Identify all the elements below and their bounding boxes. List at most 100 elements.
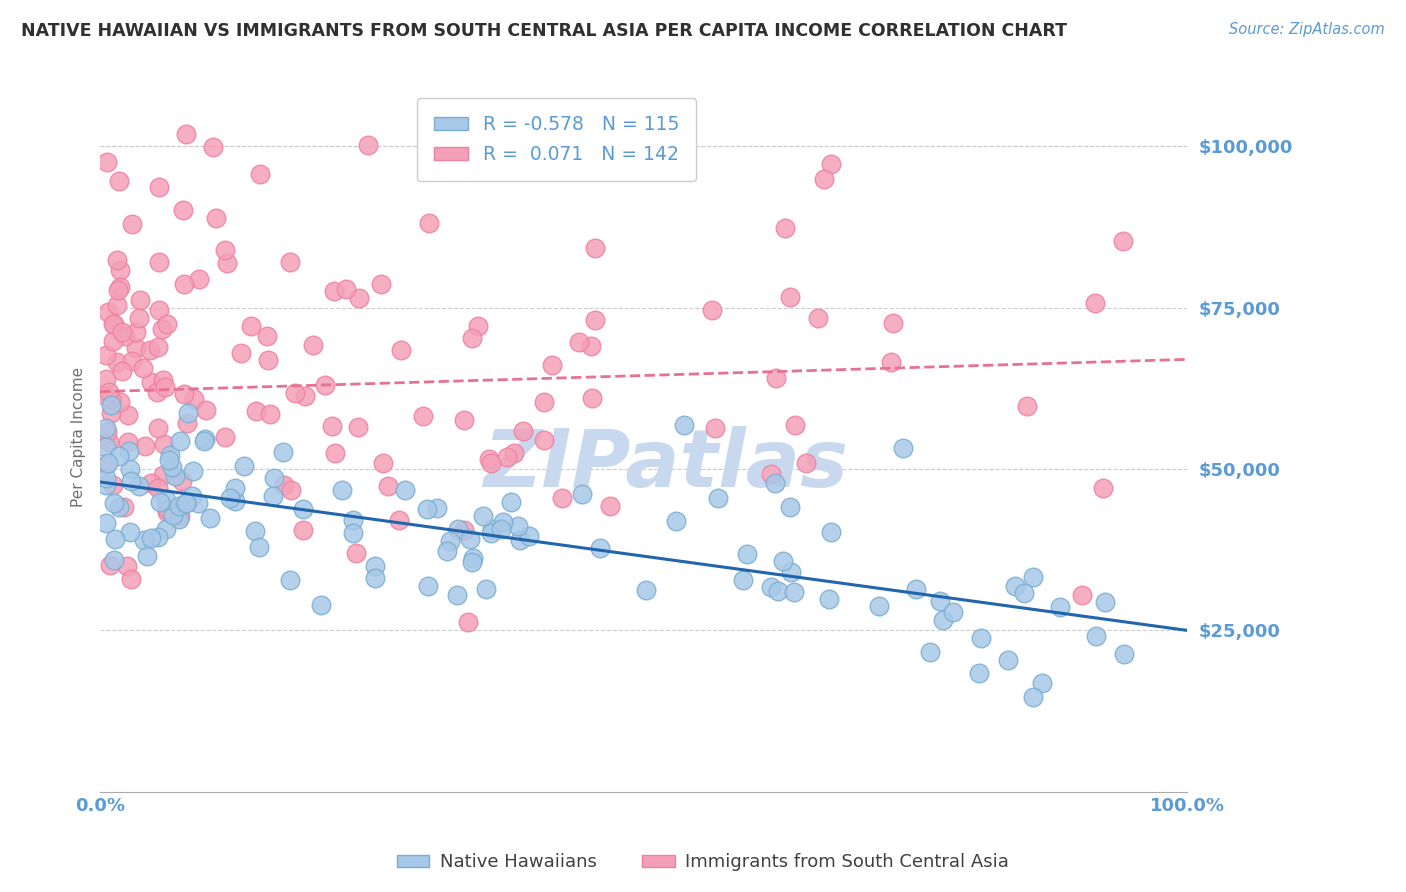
Point	[759, 580, 782, 594]
Point	[322, 284, 344, 298]
Point	[969, 665, 991, 680]
Point	[96, 425, 118, 439]
Point	[929, 594, 952, 608]
Point	[291, 523, 314, 537]
Point	[496, 450, 519, 464]
Point	[152, 468, 174, 483]
Point	[103, 334, 125, 349]
Point	[571, 487, 593, 501]
Point	[148, 179, 170, 194]
Point	[321, 418, 343, 433]
Point	[94, 458, 117, 472]
Point	[229, 346, 252, 360]
Point	[233, 458, 256, 473]
Point	[108, 280, 131, 294]
Point	[1015, 399, 1038, 413]
Point	[128, 293, 150, 308]
Point	[155, 380, 177, 394]
Point	[942, 605, 965, 619]
Point	[439, 533, 461, 548]
Point	[120, 525, 142, 540]
Point	[169, 499, 191, 513]
Point	[765, 371, 787, 385]
Point	[568, 334, 591, 349]
Point	[141, 376, 163, 390]
Point	[759, 467, 782, 481]
Point	[94, 389, 117, 403]
Point	[271, 445, 294, 459]
Point	[169, 434, 191, 448]
Point	[280, 483, 302, 497]
Point	[108, 263, 131, 277]
Point	[506, 519, 529, 533]
Point	[551, 491, 574, 505]
Point	[107, 173, 129, 187]
Point	[426, 500, 449, 515]
Point	[214, 243, 236, 257]
Point	[118, 444, 141, 458]
Point	[503, 446, 526, 460]
Point	[132, 361, 155, 376]
Point	[107, 283, 129, 297]
Point	[540, 358, 562, 372]
Point	[813, 171, 835, 186]
Point	[156, 501, 179, 516]
Point	[105, 298, 128, 312]
Point	[204, 211, 226, 225]
Point	[364, 571, 387, 585]
Point	[94, 421, 117, 435]
Point	[794, 456, 817, 470]
Point	[807, 311, 830, 326]
Point	[314, 378, 336, 392]
Point	[155, 522, 177, 536]
Point	[357, 138, 380, 153]
Point	[105, 355, 128, 369]
Point	[880, 354, 903, 368]
Point	[194, 403, 217, 417]
Point	[98, 558, 121, 573]
Point	[763, 475, 786, 490]
Point	[364, 558, 387, 573]
Point	[256, 328, 278, 343]
Point	[481, 522, 503, 536]
Point	[134, 438, 156, 452]
Point	[783, 585, 806, 599]
Point	[446, 588, 468, 602]
Point	[100, 405, 122, 419]
Point	[96, 516, 118, 530]
Point	[882, 316, 904, 330]
Point	[342, 513, 364, 527]
Point	[100, 398, 122, 412]
Point	[460, 555, 482, 569]
Legend: Native Hawaiians, Immigrants from South Central Asia: Native Hawaiians, Immigrants from South …	[389, 847, 1017, 879]
Point	[394, 483, 416, 497]
Point	[150, 322, 173, 336]
Point	[772, 554, 794, 568]
Point	[1070, 588, 1092, 602]
Point	[779, 500, 801, 514]
Point	[176, 416, 198, 430]
Point	[453, 524, 475, 538]
Point	[416, 502, 439, 516]
Point	[1022, 690, 1045, 704]
Point	[224, 481, 246, 495]
Point	[125, 341, 148, 355]
Point	[117, 435, 139, 450]
Point	[103, 317, 125, 331]
Point	[159, 448, 181, 462]
Point	[111, 326, 134, 340]
Point	[139, 343, 162, 358]
Point	[157, 453, 180, 467]
Point	[583, 313, 606, 327]
Point	[499, 495, 522, 509]
Point	[479, 456, 502, 470]
Point	[868, 599, 890, 613]
Point	[509, 533, 531, 547]
Point	[172, 202, 194, 217]
Point	[579, 339, 602, 353]
Point	[245, 403, 267, 417]
Point	[453, 413, 475, 427]
Point	[1004, 579, 1026, 593]
Point	[128, 310, 150, 325]
Point	[181, 464, 204, 478]
